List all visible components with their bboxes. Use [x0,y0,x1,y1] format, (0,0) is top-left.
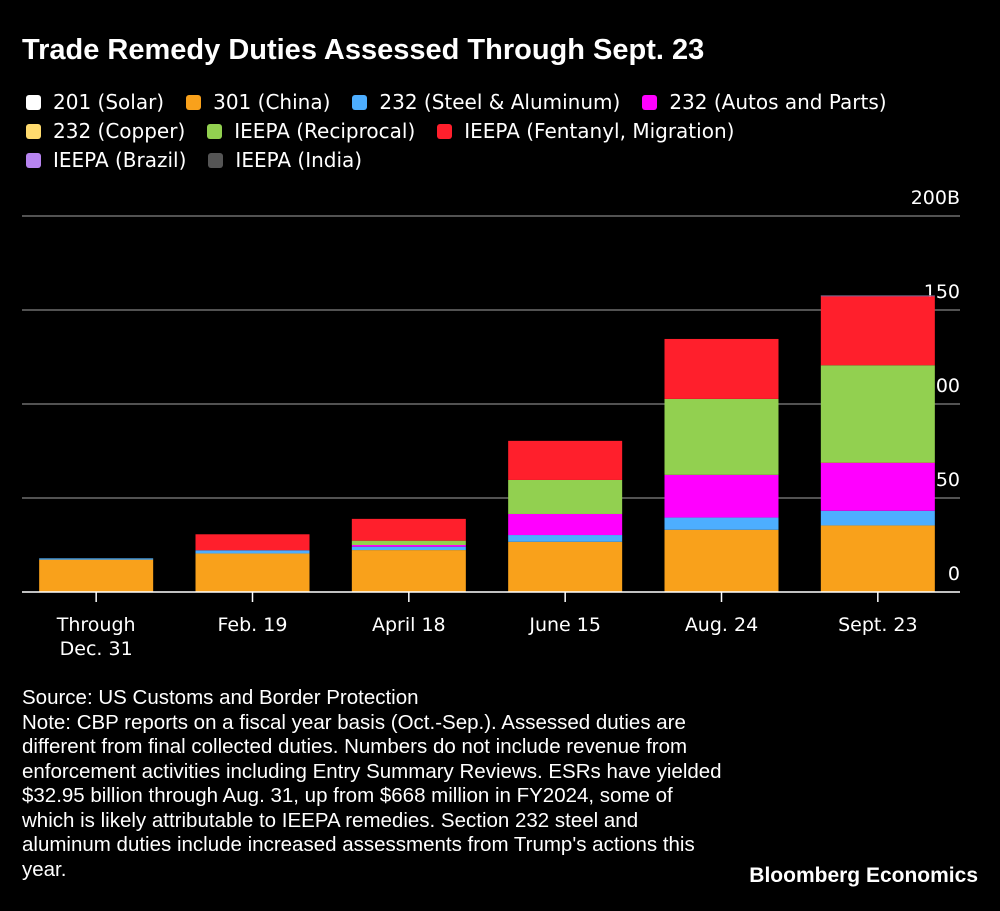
legend-swatch [186,95,202,110]
bar-segment [351,545,466,547]
legend-label: 232 (Autos and Parts) [669,90,887,114]
y-tick-label: 0 [948,563,960,585]
bar-segment [351,546,466,551]
bar-segment [664,398,779,475]
y-tick-label: 200B [911,187,960,209]
bar-segment [508,513,623,536]
bar-segment [820,295,935,296]
legend-item: 232 (Copper) [26,117,185,146]
x-tick-label: Aug. 24 [685,614,758,636]
legend-label: IEEPA (Fentanyl, Migration) [464,119,735,143]
legend-swatch [642,95,658,110]
legend-swatch [207,124,223,139]
bar-segment [195,550,310,554]
bar-segment [820,510,935,526]
bar-segment [664,474,779,518]
legend-item: IEEPA (Reciprocal) [207,117,415,146]
bar-segment [664,338,779,399]
chart-title: Trade Remedy Duties Assessed Through Sep… [22,34,705,66]
bar-segment [195,534,310,551]
bar-segment [820,296,935,366]
x-tick-label: June 15 [528,614,601,636]
x-tick-label: Feb. 19 [218,614,288,636]
legend-label: IEEPA (India) [235,148,363,172]
legend-item: 201 (Solar) [26,88,164,117]
legend-label: 232 (Copper) [53,119,186,143]
legend-label: 201 (Solar) [53,90,165,114]
bar-segment [820,295,935,297]
legend-item: 232 (Autos and Parts) [642,88,887,117]
legend-swatch [26,95,41,110]
legend-swatch [437,124,453,139]
legend-swatch [26,124,41,139]
bar-segment [664,517,779,530]
x-tick-label: Sept. 23 [838,614,918,636]
legend-swatch [352,95,368,110]
bar-segment [508,541,623,592]
chart-notes: Source: US Customs and Border Protection… [22,686,722,882]
legend-item: IEEPA (India) [208,146,362,175]
bar-segment [39,558,154,560]
legend: 201 (Solar) 301 (China) 232 (Steel & Alumi… [26,88,986,175]
x-tick-label: Dec. 31 [60,638,133,660]
bar-segment [351,518,466,541]
bar-segment [820,525,935,592]
bar-segment [351,550,466,592]
x-tick-label: Through [56,614,136,636]
legend-item: IEEPA (Brazil) [26,146,186,175]
legend-row: 201 (Solar) 301 (China) 232 (Steel & Alumi… [26,88,986,117]
legend-swatch [26,153,41,168]
bar-segment [820,462,935,463]
footnote: Note: CBP reports on a fiscal year basis… [22,710,722,881]
bar-segment [664,529,779,592]
legend-item: IEEPA (Fentanyl, Migration) [437,117,734,146]
bar-segment [39,559,154,592]
legend-item: 301 (China) [186,88,330,117]
bar-segment [508,479,623,514]
legend-label: IEEPA (Reciprocal) [234,119,416,143]
y-tick-label: 50 [936,469,960,491]
bar-segment [820,365,935,463]
legend-row: 232 (Copper) IEEPA (Reciprocal) IEEPA (Fen… [26,117,986,146]
source-note: Source: US Customs and Border Protection [22,686,419,709]
legend-item: 232 (Steel & Aluminum) [352,88,620,117]
legend-label: IEEPA (Brazil) [53,148,187,172]
bar-segment [195,553,310,592]
bar-segment [820,462,935,511]
bar-segment [351,540,466,545]
legend-swatch [208,153,224,168]
brand-logo: Bloomberg Economics [749,864,978,887]
x-tick-label: April 18 [372,614,446,636]
legend-label: 232 (Steel & Aluminum) [379,90,621,114]
bar-segment [508,440,623,480]
bar-segment [508,535,623,542]
legend-label: 301 (China) [213,90,331,114]
legend-row: IEEPA (Brazil) IEEPA (India) [26,146,986,175]
